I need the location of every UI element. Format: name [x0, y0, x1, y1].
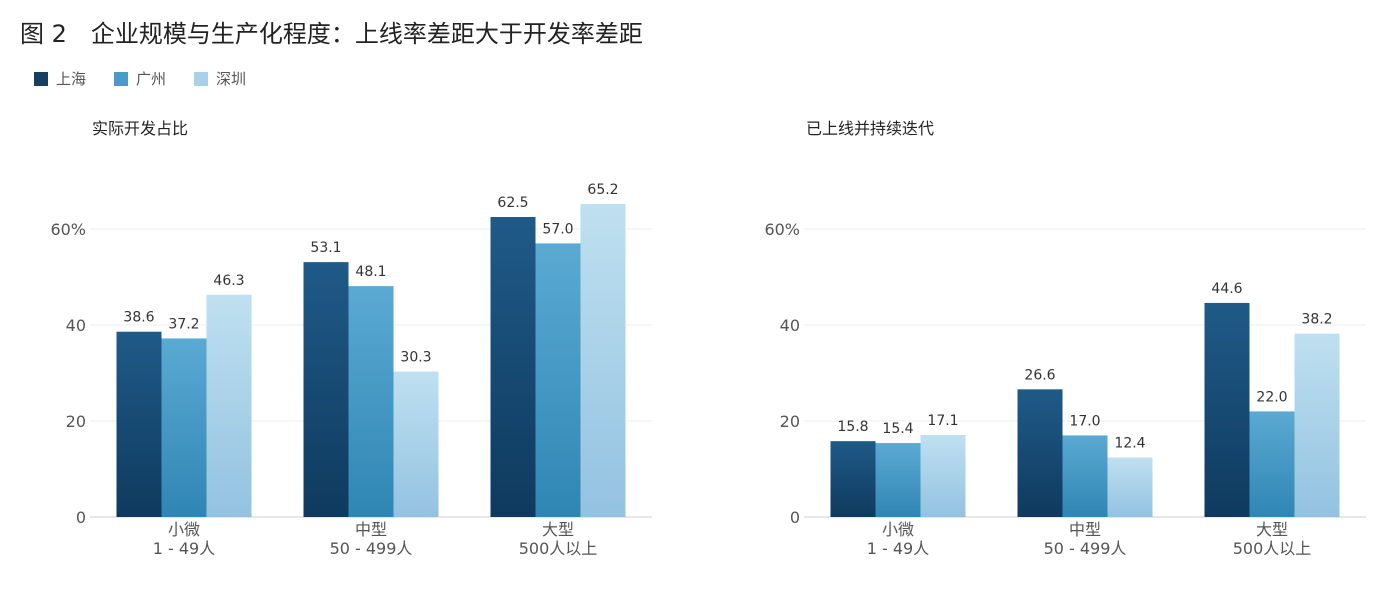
data-label: 37.2 [168, 316, 199, 332]
data-label: 53.1 [310, 240, 341, 256]
legend-item-shanghai: 上海 [34, 68, 86, 89]
data-label: 57.0 [542, 221, 573, 237]
data-label: 62.5 [497, 195, 528, 211]
x-category-sublabel: 1 - 49人 [867, 539, 930, 558]
bar-shanghai [830, 441, 876, 517]
x-category-label: 小微 [168, 520, 200, 539]
data-label: 17.0 [1069, 413, 1100, 429]
data-label: 17.1 [927, 413, 958, 429]
bar-shenzhen [206, 294, 252, 517]
x-category-sublabel: 50 - 499人 [330, 539, 413, 558]
y-tick-label: 0 [790, 508, 800, 527]
y-tick-label: 60% [50, 220, 86, 239]
data-label: 30.3 [400, 350, 431, 366]
legend-label-shenzhen: 深圳 [216, 70, 247, 88]
legend-label-guangzhou: 广州 [136, 70, 167, 88]
bar-guangzhou [161, 338, 207, 517]
x-category-label: 大型 [542, 520, 574, 539]
bar-shanghai [116, 331, 162, 517]
x-category-sublabel: 500人以上 [519, 539, 598, 558]
data-label: 48.1 [355, 264, 386, 280]
bar-shenzhen [920, 434, 966, 517]
x-category-label: 大型 [1256, 520, 1288, 539]
panel-title: 实际开发占比 [92, 119, 188, 138]
data-label: 15.8 [837, 419, 868, 435]
bar-guangzhou [535, 243, 581, 517]
data-label: 65.2 [587, 182, 618, 198]
bar-shanghai [303, 262, 349, 517]
bar-shanghai [490, 217, 536, 517]
legend-swatch-guangzhou [114, 71, 129, 86]
x-category-label: 小微 [882, 520, 914, 539]
bar-guangzhou [875, 443, 921, 517]
legend-swatch-shanghai [34, 71, 48, 86]
data-label: 22.0 [1256, 389, 1287, 405]
bar-shenzhen [1107, 457, 1153, 517]
bar-shanghai [1017, 389, 1063, 517]
page-title: 图 2 企业规模与生产化程度：上线率差距大于开发率差距 [20, 20, 643, 48]
legend-item-shenzhen: 深圳 [194, 68, 246, 89]
data-label: 44.6 [1211, 281, 1242, 297]
bar-guangzhou [1062, 435, 1108, 517]
bar-shanghai [1204, 302, 1250, 517]
x-category-sublabel: 500人以上 [1233, 539, 1312, 558]
data-label: 26.6 [1024, 367, 1055, 383]
bar-shenzhen [1294, 333, 1340, 517]
x-category-sublabel: 50 - 499人 [1044, 539, 1127, 558]
x-category-label: 中型 [1069, 520, 1101, 539]
y-tick-label: 60% [764, 220, 800, 239]
legend-swatch-shenzhen [194, 71, 209, 86]
bar-shenzhen [393, 371, 439, 517]
data-label: 15.4 [882, 421, 913, 437]
data-label: 46.3 [213, 273, 244, 289]
y-tick-label: 40 [780, 316, 800, 335]
legend: 上海 广州 深圳 [34, 68, 246, 89]
bar-shenzhen [580, 204, 626, 518]
panel-title: 已上线并持续迭代 [806, 119, 934, 138]
y-tick-label: 0 [76, 508, 86, 527]
data-label: 38.2 [1301, 312, 1332, 328]
y-tick-label: 20 [66, 412, 86, 431]
x-category-label: 中型 [355, 520, 387, 539]
bar-guangzhou [1249, 411, 1295, 517]
x-category-sublabel: 1 - 49人 [153, 539, 216, 558]
data-label: 38.6 [123, 310, 154, 326]
legend-item-guangzhou: 广州 [114, 68, 166, 89]
y-tick-label: 40 [66, 316, 86, 335]
y-tick-label: 20 [780, 412, 800, 431]
legend-label-shanghai: 上海 [56, 70, 87, 88]
bar-guangzhou [348, 286, 394, 517]
data-label: 12.4 [1114, 435, 1145, 451]
